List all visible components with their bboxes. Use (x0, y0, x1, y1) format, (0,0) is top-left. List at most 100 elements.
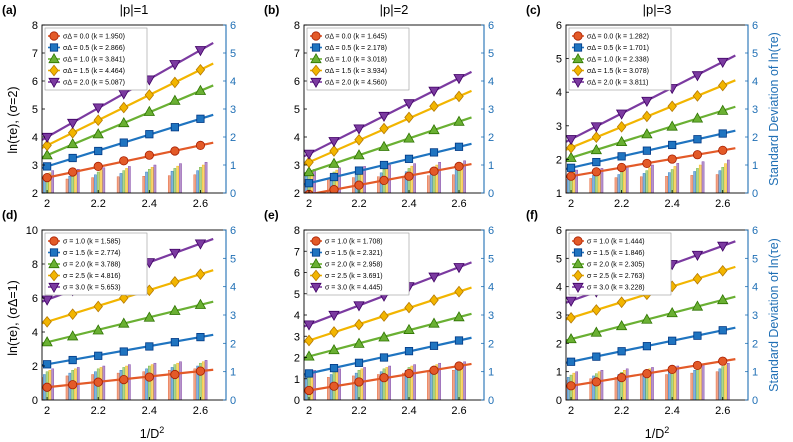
y2-tick-label: 0 (488, 188, 494, 200)
y2-tick-label: 5 (752, 48, 758, 60)
fit-line-3 (42, 300, 214, 345)
data-point (691, 112, 704, 123)
y-tick-label: 5 (32, 104, 38, 116)
legend-marker (573, 31, 583, 41)
legend-marker (49, 43, 59, 52)
std-bar (639, 375, 643, 400)
data-point (92, 103, 104, 114)
panel-e: 0 1 2 3 4 5 6 7 8 0 1 2 3 4 5 6 2 2.2 2.4 2.6 σ = 1.0 (k = 1… (264, 208, 494, 417)
data-point (378, 140, 390, 151)
legend: σΔ = 0.0 (k = 1.282) σΔ = 0.5 (k = 1.701)… (568, 27, 672, 91)
std-bar (176, 362, 179, 400)
legend-box (306, 27, 410, 91)
legend-label: σΔ = 2.0 (k = 4.560) (325, 80, 387, 87)
y2-tick-label: 6 (752, 20, 758, 32)
data-point (692, 272, 703, 285)
data-point (92, 128, 104, 139)
y2-tick-label: 3 (488, 104, 494, 116)
legend-label: σΔ = 0.0 (k = 1.950) (63, 34, 125, 41)
x-tick-label: 2.6 (451, 198, 466, 210)
x-tick-label: 2.2 (614, 198, 629, 210)
std-bar (352, 375, 355, 400)
y2-tick-label: 0 (488, 395, 494, 407)
std-bar (614, 377, 618, 400)
data-point (454, 285, 464, 298)
panel-label: (d) (2, 208, 17, 222)
y-tick-label: 1 (294, 374, 300, 386)
data-point (194, 84, 207, 95)
data-point (692, 360, 703, 371)
data-point (68, 153, 77, 163)
data-point (353, 149, 365, 160)
x-tick-label: 2.2 (351, 405, 366, 417)
std-bar (575, 169, 578, 193)
std-bar (116, 176, 120, 193)
std-bar (617, 174, 621, 193)
data-point (718, 356, 728, 366)
data-point (404, 301, 414, 314)
std-bar (122, 170, 126, 193)
data-point (195, 63, 206, 76)
data-point (170, 123, 179, 132)
data-point (329, 326, 339, 338)
std-bar (99, 169, 103, 193)
legend-label: σ = 3.0 (k = 5.653) (63, 285, 121, 292)
std-bar (196, 170, 199, 193)
data-point (428, 317, 440, 328)
data-point (454, 161, 464, 171)
data-point (143, 105, 156, 116)
y2-tick-label: 3 (230, 104, 236, 116)
data-point (119, 138, 128, 147)
y-tick-label: 6 (32, 76, 38, 88)
y-tick-label: 1 (556, 367, 562, 379)
legend-marker (49, 248, 59, 257)
std-bar (696, 168, 699, 193)
y2-tick-label: 1 (230, 367, 236, 379)
panel-f: 0 1 2 3 4 5 6 0 1 2 3 4 5 6 2 2.2 2.4 2.6 σ = 1.0 (k = 1.4… (526, 208, 781, 417)
data-point (170, 146, 180, 156)
std-bar (642, 173, 646, 193)
data-point (616, 296, 627, 309)
x-tick-label: 2.6 (715, 405, 730, 417)
std-bar (435, 164, 439, 193)
data-point (717, 293, 729, 305)
data-point (194, 46, 207, 57)
y-tick-label: 8 (32, 20, 38, 32)
std-bar (382, 368, 386, 400)
std-bar (148, 168, 151, 193)
data-point (304, 179, 314, 188)
std-bar (68, 175, 72, 193)
y2-tick-label: 6 (488, 20, 494, 32)
std-bar (148, 365, 151, 400)
data-point (642, 342, 651, 351)
y2-tick-label: 4 (752, 282, 758, 294)
y-tick-label: 5 (556, 253, 562, 265)
data-point (566, 171, 576, 181)
std-bar (102, 167, 106, 193)
data-point (42, 315, 52, 328)
y2-tick-label: 0 (230, 188, 236, 200)
std-bar (690, 372, 694, 400)
data-point (94, 146, 103, 156)
y-tick-label: 2 (556, 338, 562, 350)
legend-label: σ = 2.0 (k = 2.305) (587, 262, 645, 269)
right-ylabel: Standard Deviation of ln(τe) (767, 238, 781, 392)
std-bar (196, 365, 199, 400)
y2-tick-label: 5 (230, 48, 236, 60)
legend: σΔ = 0.0 (k = 1.950) σΔ = 0.5 (k = 2.866)… (44, 27, 148, 91)
data-point (379, 175, 389, 185)
legend-label: σ = 2.5 (k = 2.763) (587, 273, 645, 280)
std-bar (363, 367, 366, 400)
legend-marker (573, 64, 583, 77)
data-point (668, 336, 677, 345)
data-point (404, 111, 414, 124)
data-point (453, 115, 465, 126)
data-point (43, 162, 52, 171)
data-point (93, 300, 103, 313)
std-bar (625, 368, 629, 400)
data-point (718, 264, 728, 277)
data-point (590, 326, 603, 337)
data-point (169, 248, 181, 259)
std-bar (698, 164, 702, 193)
legend-label: σ = 1.5 (k = 2.774) (63, 250, 121, 257)
